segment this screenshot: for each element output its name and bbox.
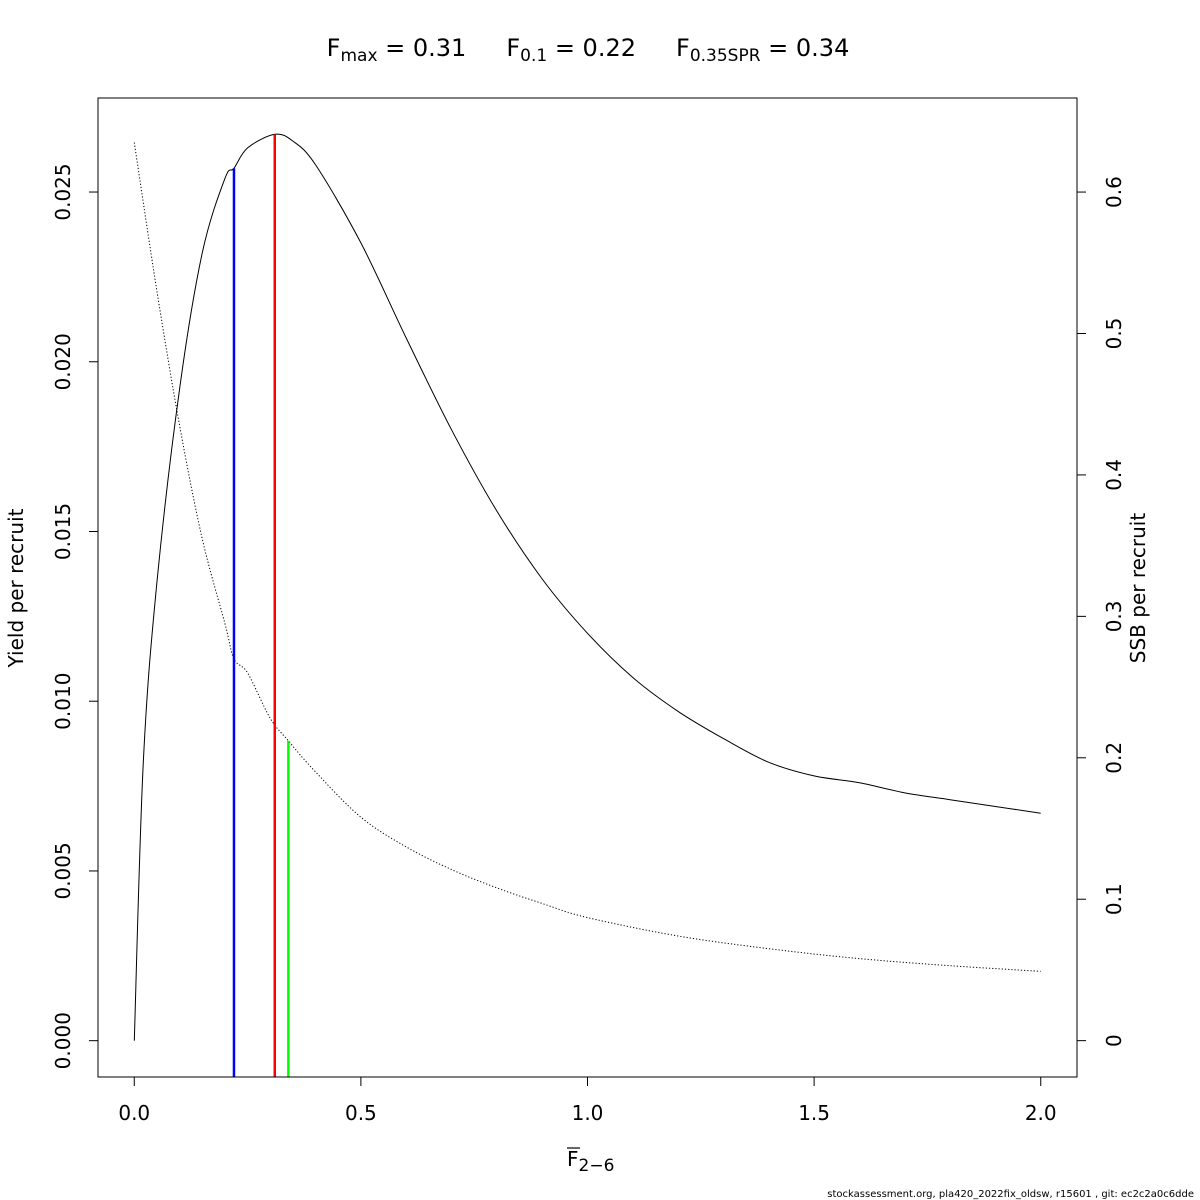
ssb-per-recruit-line <box>133 142 1041 972</box>
y-axis-left-label: Yield per recruit <box>4 508 28 668</box>
plot-area <box>133 133 1041 1041</box>
title-value: = 0.22 <box>547 34 636 62</box>
y-left-tick-label: 0.015 <box>51 503 75 560</box>
reference-lines <box>232 134 290 1077</box>
x-tick-label: 0.5 <box>345 1101 377 1125</box>
yield-per-recruit-line <box>133 133 1041 1041</box>
title-value: = 0.34 <box>761 34 850 62</box>
x-tick-label: 2.0 <box>1025 1101 1057 1125</box>
y-right-tick-label: 0.3 <box>1102 600 1126 632</box>
y-right-tick-label: 0.1 <box>1102 883 1126 915</box>
title-symbol: F <box>676 34 690 62</box>
title-subscript: 0.1 <box>520 46 547 66</box>
x-tick-label: 0.0 <box>118 1101 150 1125</box>
chart-title-text: Fmax = 0.31 F0.1 = 0.22 F0.35SPR = 0.34 <box>327 34 850 66</box>
title-value: = 0.31 <box>378 34 467 62</box>
y-left-tick-label: 0.025 <box>51 163 75 220</box>
x-axis-label: F2−6 <box>567 1147 614 1176</box>
plot-frame <box>97 97 1078 1078</box>
title-subscript: max <box>340 46 377 66</box>
x-tick-label: 1.0 <box>572 1101 604 1125</box>
title-symbol: F <box>327 34 341 62</box>
y-axis-right-label: SSB per recruit <box>1126 513 1150 664</box>
y-right-tick-label: 0.6 <box>1102 176 1126 208</box>
x-label-symbol: F <box>567 1147 579 1171</box>
y-axis-right: 0 0.1 0.2 0.3 0.4 0.5 0.6 <box>1077 176 1126 1047</box>
y-left-tick-label: 0.020 <box>51 333 75 390</box>
y-right-tick-label: 0.2 <box>1102 742 1126 774</box>
title-subscript: 0.35SPR <box>690 46 761 66</box>
x-axis-label-text: F2−6 <box>567 1147 614 1176</box>
x-axis: 0.0 0.5 1.0 1.5 2.0 <box>118 1076 1057 1125</box>
y-left-tick-label: 0.005 <box>51 842 75 899</box>
chart-title: Fmax = 0.31 F0.1 = 0.22 F0.35SPR = 0.34 <box>327 34 850 66</box>
footer-note: stockassessment.org, pla420_2022fix_olds… <box>827 1189 1194 1200</box>
y-left-tick-label: 0.000 <box>51 1012 75 1069</box>
y-axis-left: 0.000 0.005 0.010 0.015 0.020 0.025 <box>51 163 98 1069</box>
x-tick-label: 1.5 <box>798 1101 830 1125</box>
y-left-tick-label: 0.010 <box>51 673 75 730</box>
y-right-tick-label: 0.4 <box>1102 459 1126 491</box>
x-label-subscript: 2−6 <box>579 1156 615 1176</box>
y-right-tick-label: 0.5 <box>1102 318 1126 350</box>
title-symbol: F <box>506 34 520 62</box>
y-right-tick-label: 0 <box>1102 1034 1126 1047</box>
